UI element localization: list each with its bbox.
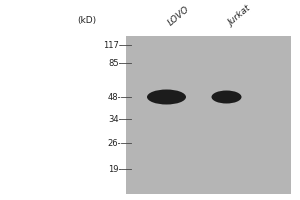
Text: 34-: 34- bbox=[108, 114, 122, 123]
Ellipse shape bbox=[212, 90, 242, 104]
Ellipse shape bbox=[147, 90, 186, 104]
Text: (kD): (kD) bbox=[77, 17, 97, 25]
Text: LOVO: LOVO bbox=[167, 5, 191, 28]
Text: 117-: 117- bbox=[103, 40, 122, 49]
Text: 85-: 85- bbox=[108, 58, 122, 68]
Bar bbox=[126, 36, 291, 194]
Text: 26-: 26- bbox=[108, 138, 122, 148]
Text: 19-: 19- bbox=[108, 164, 122, 173]
Text: Jurkat: Jurkat bbox=[226, 4, 253, 28]
Text: 48-: 48- bbox=[108, 92, 122, 102]
